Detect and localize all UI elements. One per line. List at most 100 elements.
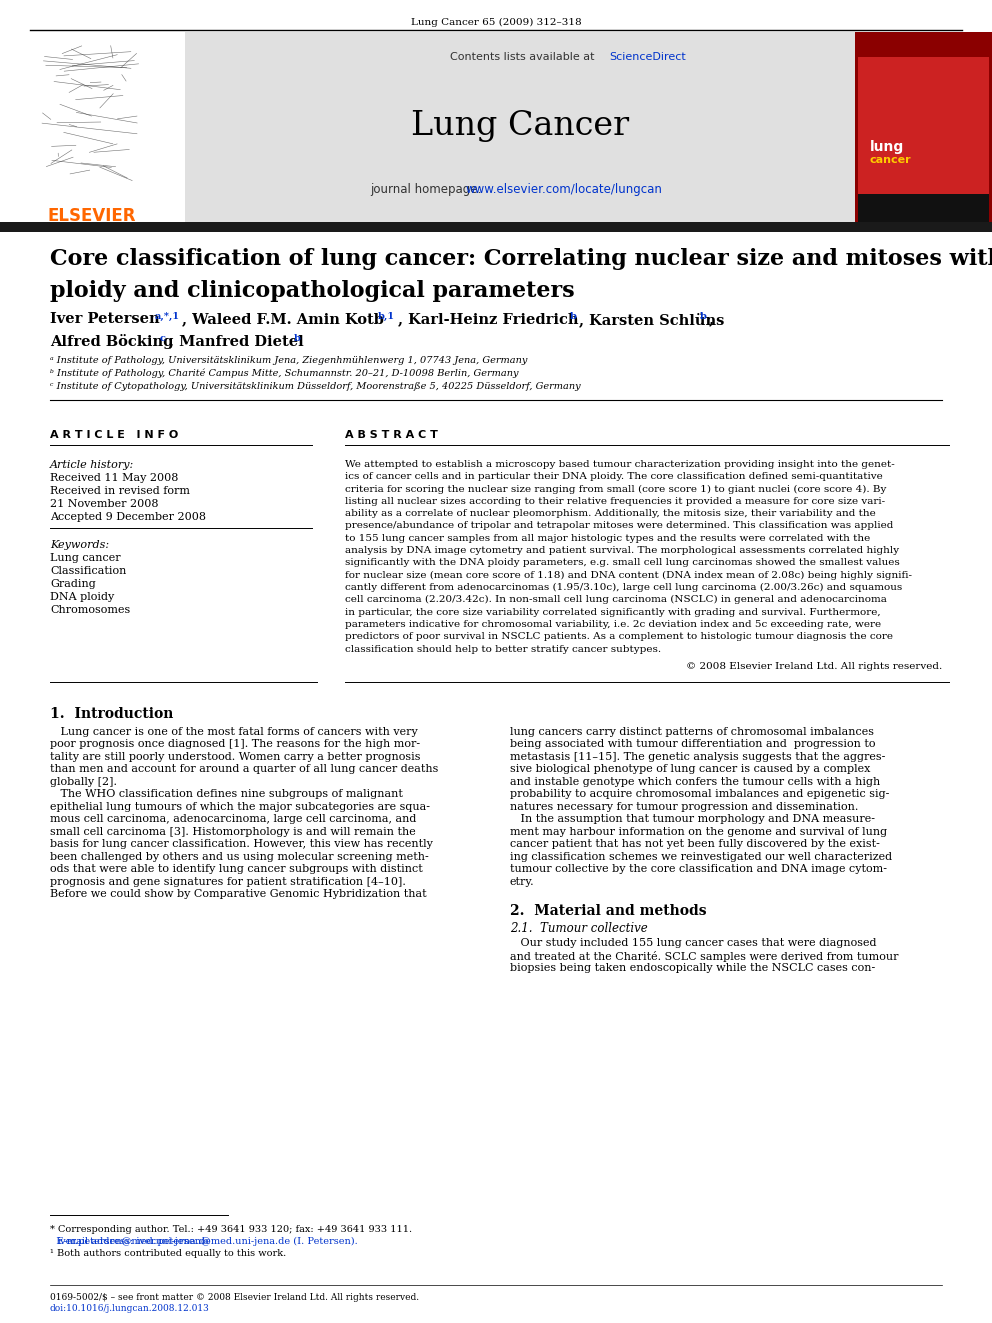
- Text: cancer: cancer: [870, 155, 912, 165]
- Text: cell carcinoma (2.20/3.42c). In non-small cell lung carcinoma (NSCLC) in general: cell carcinoma (2.20/3.42c). In non-smal…: [345, 595, 887, 605]
- Text: ods that were able to identify lung cancer subgroups with distinct: ods that were able to identify lung canc…: [50, 864, 423, 875]
- Text: Accepted 9 December 2008: Accepted 9 December 2008: [50, 512, 206, 523]
- Text: Keywords:: Keywords:: [50, 540, 109, 550]
- Text: presence/abundance of tripolar and tetrapolar mitoses were determined. This clas: presence/abundance of tripolar and tetra…: [345, 521, 894, 531]
- FancyBboxPatch shape: [858, 57, 989, 217]
- Text: Chromosomes: Chromosomes: [50, 605, 130, 615]
- Text: in particular, the core size variability correlated significantly with grading a: in particular, the core size variability…: [345, 607, 881, 617]
- FancyBboxPatch shape: [0, 222, 992, 232]
- Text: ᵇ Institute of Pathology, Charité Campus Mitte, Schumannstr. 20–21, D-10098 Berl: ᵇ Institute of Pathology, Charité Campus…: [50, 369, 519, 378]
- Text: lung cancers carry distinct patterns of chromosomal imbalances: lung cancers carry distinct patterns of …: [510, 726, 874, 737]
- Text: basis for lung cancer classification. However, this view has recently: basis for lung cancer classification. Ho…: [50, 839, 433, 849]
- Text: ment may harbour information on the genome and survival of lung: ment may harbour information on the geno…: [510, 827, 887, 837]
- Text: Our study included 155 lung cancer cases that were diagnosed: Our study included 155 lung cancer cases…: [510, 938, 877, 949]
- Text: © 2008 Elsevier Ireland Ltd. All rights reserved.: © 2008 Elsevier Ireland Ltd. All rights …: [685, 662, 942, 671]
- Text: tality are still poorly understood. Women carry a better prognosis: tality are still poorly understood. Wome…: [50, 751, 421, 762]
- Text: for nuclear size (mean core score of 1.18) and DNA content (DNA index mean of 2.: for nuclear size (mean core score of 1.1…: [345, 570, 912, 579]
- Text: ᵃ Institute of Pathology, Universitätsklinikum Jena, Ziegenhmühlenwerg 1, 07743 : ᵃ Institute of Pathology, Universitätskl…: [50, 356, 528, 365]
- Text: tumour collective by the core classification and DNA image cytom-: tumour collective by the core classifica…: [510, 864, 887, 875]
- Text: ScienceDirect: ScienceDirect: [609, 52, 685, 62]
- Text: sive biological phenotype of lung cancer is caused by a complex: sive biological phenotype of lung cancer…: [510, 765, 870, 774]
- Text: 21 November 2008: 21 November 2008: [50, 499, 159, 509]
- Text: cantly different from adenocarcinomas (1.95/3.10c), large cell lung carcinoma (2: cantly different from adenocarcinomas (1…: [345, 583, 903, 593]
- Text: ᶜ Institute of Cytopathology, Universitätsklinikum Düsseldorf, Moorenstraße 5, 4: ᶜ Institute of Cytopathology, Universitä…: [50, 382, 580, 392]
- Text: 0169-5002/$ – see front matter © 2008 Elsevier Ireland Ltd. All rights reserved.: 0169-5002/$ – see front matter © 2008 El…: [50, 1293, 420, 1302]
- Text: Classification: Classification: [50, 566, 126, 576]
- FancyBboxPatch shape: [855, 32, 992, 222]
- Text: 2.1.  Tumour collective: 2.1. Tumour collective: [510, 922, 648, 935]
- Text: parameters indicative for chromosomal variability, i.e. 2c deviation index and 5: parameters indicative for chromosomal va…: [345, 620, 881, 628]
- Text: Core classification of lung cancer: Correlating nuclear size and mitoses with: Core classification of lung cancer: Corr…: [50, 247, 992, 270]
- FancyBboxPatch shape: [0, 32, 185, 222]
- Text: listing all nuclear sizes according to their relative frequencies it provided a : listing all nuclear sizes according to t…: [345, 497, 885, 505]
- Text: predictors of poor survival in NSCLC patients. As a complement to histologic tum: predictors of poor survival in NSCLC pat…: [345, 632, 893, 642]
- Text: lung: lung: [870, 140, 905, 153]
- Text: journal homepage:: journal homepage:: [370, 183, 485, 196]
- Text: being associated with tumour differentiation and  progression to: being associated with tumour differentia…: [510, 740, 876, 749]
- Text: A R T I C L E   I N F O: A R T I C L E I N F O: [50, 430, 179, 441]
- Text: In the assumption that tumour morphology and DNA measure-: In the assumption that tumour morphology…: [510, 814, 875, 824]
- Text: b: b: [570, 312, 577, 321]
- Text: epithelial lung tumours of which the major subcategories are squa-: epithelial lung tumours of which the maj…: [50, 802, 430, 812]
- Text: A B S T R A C T: A B S T R A C T: [345, 430, 437, 441]
- Text: mous cell carcinoma, adenocarcinoma, large cell carcinoma, and: mous cell carcinoma, adenocarcinoma, lar…: [50, 814, 417, 824]
- Text: Lung Cancer 65 (2009) 312–318: Lung Cancer 65 (2009) 312–318: [411, 19, 581, 28]
- Text: and treated at the Charité. SCLC samples were derived from tumour: and treated at the Charité. SCLC samples…: [510, 951, 899, 962]
- Text: ploidy and clinicopathological parameters: ploidy and clinicopathological parameter…: [50, 280, 574, 302]
- Text: , Manfred Dietel: , Manfred Dietel: [169, 333, 304, 348]
- Text: Grading: Grading: [50, 579, 96, 589]
- Text: probability to acquire chromosomal imbalances and epigenetic sig-: probability to acquire chromosomal imbal…: [510, 790, 890, 799]
- Text: iver.petersen@med.uni-jena.de: iver.petersen@med.uni-jena.de: [58, 1237, 211, 1246]
- Text: , Karl-Heinz Friedrich: , Karl-Heinz Friedrich: [398, 312, 578, 325]
- Text: natures necessary for tumour progression and dissemination.: natures necessary for tumour progression…: [510, 802, 858, 812]
- Text: ability as a correlate of nuclear pleomorphism. Additionally, the mitosis size, : ability as a correlate of nuclear pleomo…: [345, 509, 876, 519]
- Text: doi:10.1016/j.lungcan.2008.12.013: doi:10.1016/j.lungcan.2008.12.013: [50, 1304, 209, 1312]
- Text: metastasis [11–15]. The genetic analysis suggests that the aggres-: metastasis [11–15]. The genetic analysis…: [510, 751, 886, 762]
- Text: cancer patient that has not yet been fully discovered by the exist-: cancer patient that has not yet been ful…: [510, 839, 880, 849]
- Text: Lung Cancer: Lung Cancer: [411, 110, 629, 142]
- Text: DNA ploidy: DNA ploidy: [50, 591, 114, 602]
- Text: Article history:: Article history:: [50, 460, 134, 470]
- FancyBboxPatch shape: [858, 194, 989, 222]
- Text: poor prognosis once diagnosed [1]. The reasons for the high mor-: poor prognosis once diagnosed [1]. The r…: [50, 740, 421, 749]
- Text: to 155 lung cancer samples from all major histologic types and the results were : to 155 lung cancer samples from all majo…: [345, 533, 870, 542]
- Text: 1.  Introduction: 1. Introduction: [50, 706, 174, 721]
- Text: , Karsten Schlüns: , Karsten Schlüns: [579, 312, 724, 327]
- Text: ¹ Both authors contributed equally to this work.: ¹ Both authors contributed equally to th…: [50, 1249, 287, 1258]
- Text: Received in revised form: Received in revised form: [50, 486, 190, 496]
- Text: Before we could show by Comparative Genomic Hybridization that: Before we could show by Comparative Geno…: [50, 889, 427, 900]
- Text: ics of cancer cells and in particular their DNA ploidy. The core classification : ics of cancer cells and in particular th…: [345, 472, 883, 482]
- Text: prognosis and gene signatures for patient stratification [4–10].: prognosis and gene signatures for patien…: [50, 877, 406, 886]
- Text: b: b: [294, 333, 301, 343]
- Text: Lung cancer: Lung cancer: [50, 553, 121, 564]
- Text: and instable genotype which confers the tumour cells with a high: and instable genotype which confers the …: [510, 777, 880, 787]
- Text: b: b: [700, 312, 707, 321]
- Text: Iver Petersen: Iver Petersen: [50, 312, 165, 325]
- Text: biopsies being taken endoscopically while the NSCLC cases con-: biopsies being taken endoscopically whil…: [510, 963, 875, 974]
- Text: , Waleed F.M. Amin Kotb: , Waleed F.M. Amin Kotb: [182, 312, 384, 325]
- Text: analysis by DNA image cytometry and patient survival. The morphological assessme: analysis by DNA image cytometry and pati…: [345, 546, 899, 556]
- Text: E-mail address: iver.petersen@med.uni-jena.de (I. Petersen).: E-mail address: iver.petersen@med.uni-je…: [50, 1237, 358, 1246]
- Text: etry.: etry.: [510, 877, 535, 886]
- Text: ELSEVIER: ELSEVIER: [48, 206, 136, 225]
- Text: Lung cancer is one of the most fatal forms of cancers with very: Lung cancer is one of the most fatal for…: [50, 726, 418, 737]
- FancyBboxPatch shape: [185, 32, 855, 222]
- Text: classification should help to better stratify cancer subtypes.: classification should help to better str…: [345, 644, 661, 654]
- Text: globally [2].: globally [2].: [50, 777, 117, 787]
- Text: The WHO classification defines nine subgroups of malignant: The WHO classification defines nine subg…: [50, 790, 403, 799]
- Text: b,1: b,1: [378, 312, 395, 321]
- Text: Contents lists available at: Contents lists available at: [450, 52, 598, 62]
- Text: We attempted to establish a microscopy based tumour characterization providing i: We attempted to establish a microscopy b…: [345, 460, 895, 468]
- Text: Alfred Böcking: Alfred Böcking: [50, 333, 174, 349]
- Text: significantly with the DNA ploidy parameters, e.g. small cell lung carcinomas sh: significantly with the DNA ploidy parame…: [345, 558, 900, 568]
- Text: Received 11 May 2008: Received 11 May 2008: [50, 474, 179, 483]
- Text: than men and account for around a quarter of all lung cancer deaths: than men and account for around a quarte…: [50, 765, 438, 774]
- Text: c: c: [160, 333, 166, 343]
- Text: www.elsevier.com/locate/lungcan: www.elsevier.com/locate/lungcan: [465, 183, 662, 196]
- Text: 2.  Material and methods: 2. Material and methods: [510, 905, 706, 918]
- Text: been challenged by others and us using molecular screening meth-: been challenged by others and us using m…: [50, 852, 429, 861]
- Text: small cell carcinoma [3]. Histomorphology is and will remain the: small cell carcinoma [3]. Histomorpholog…: [50, 827, 416, 837]
- Text: * Corresponding author. Tel.: +49 3641 933 120; fax: +49 3641 933 111.: * Corresponding author. Tel.: +49 3641 9…: [50, 1225, 412, 1234]
- Text: a,*,1: a,*,1: [155, 312, 180, 321]
- Text: ing classification schemes we reinvestigated our well characterized: ing classification schemes we reinvestig…: [510, 852, 892, 861]
